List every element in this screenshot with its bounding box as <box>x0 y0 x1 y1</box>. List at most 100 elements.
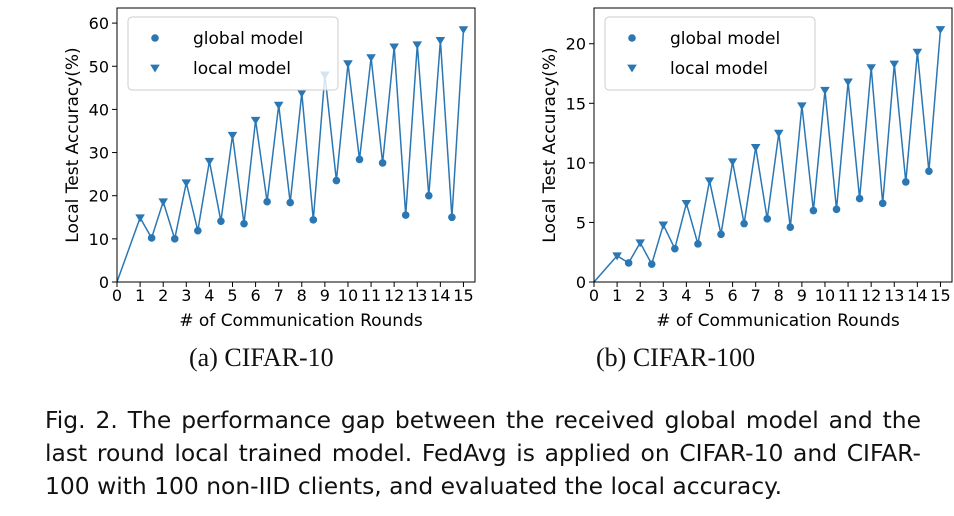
connector-line <box>593 29 942 283</box>
local-model-point <box>704 177 715 186</box>
global-model-point <box>925 167 933 176</box>
local-model-point <box>912 48 923 57</box>
x-tick-label: 3 <box>181 286 191 305</box>
connector-line <box>116 29 465 283</box>
global-model-point <box>240 219 248 228</box>
x-axis-label: # of Communication Rounds <box>179 311 423 331</box>
global-model-point <box>832 205 841 214</box>
x-tick-label: 3 <box>658 286 668 305</box>
local-model-point <box>658 221 669 230</box>
global-model-point <box>309 216 318 224</box>
local-model-point <box>435 37 446 45</box>
x-tick-label: 8 <box>774 286 784 305</box>
y-tick-label: 40 <box>89 100 109 119</box>
legend-box <box>604 16 816 91</box>
global-model-point <box>286 198 295 207</box>
y-tick-label: 15 <box>566 94 586 113</box>
local-model-point <box>158 198 168 207</box>
x-tick-label: 6 <box>250 286 260 305</box>
x-tick-label: 1 <box>612 286 622 305</box>
x-tick-label: 6 <box>727 286 737 305</box>
x-tick-label: 4 <box>204 286 214 305</box>
global-model-point <box>332 176 341 185</box>
global-model-point <box>763 215 772 223</box>
global-model-point <box>401 211 410 219</box>
x-tick-label: 8 <box>297 286 307 305</box>
x-tick-label: 9 <box>797 286 807 305</box>
local-model-point <box>389 43 399 52</box>
x-tick-label: 11 <box>361 286 381 305</box>
global-model-point <box>694 240 702 248</box>
y-tick-label: 50 <box>89 57 109 76</box>
global-model-point <box>878 199 887 208</box>
local-model-point <box>227 131 238 140</box>
y-tick-label: 20 <box>566 35 586 54</box>
y-tick-label: 0 <box>576 273 586 292</box>
x-tick-label: 14 <box>907 286 927 305</box>
local-model-point <box>843 78 853 87</box>
global-model-point <box>786 223 795 231</box>
local-model-point <box>889 60 900 69</box>
y-axis-label: Local Test Accuracy(%) <box>63 47 83 242</box>
local-model-point <box>366 54 376 63</box>
x-tick-label: 14 <box>430 286 450 305</box>
global-model-point <box>855 194 864 203</box>
legend-marker-triangle <box>627 64 637 73</box>
legend-marker-circle <box>151 34 159 42</box>
global-model-point <box>740 219 748 228</box>
x-tick-label: 5 <box>704 286 714 305</box>
x-tick-label: 12 <box>861 286 881 305</box>
local-model-point <box>343 60 353 69</box>
local-model-point <box>750 144 761 152</box>
x-tick-label: 11 <box>838 286 858 305</box>
global-model-point <box>170 235 179 243</box>
y-tick-label: 60 <box>89 14 109 33</box>
global-model-point <box>624 259 633 267</box>
legend-label: global model <box>670 29 780 49</box>
x-tick-label: 1 <box>135 286 145 305</box>
local-model-point <box>820 86 830 95</box>
plot-frame <box>593 7 953 283</box>
legend-label: local model <box>193 59 291 79</box>
local-model-point <box>612 252 622 261</box>
local-model-point <box>866 64 876 73</box>
global-model-point <box>147 234 156 242</box>
legend: global model local model <box>127 16 339 91</box>
global-model-point <box>217 217 225 225</box>
global-model-point <box>448 213 456 222</box>
local-model-point <box>135 214 145 223</box>
x-tick-label: 15 <box>930 286 950 305</box>
subcaption-cifar10: (a) CIFAR-10 <box>189 343 334 372</box>
x-tick-label: 0 <box>589 286 599 305</box>
local-model-point <box>773 129 784 138</box>
global-model-point <box>809 206 818 215</box>
global-model-point <box>717 230 725 239</box>
x-tick-label: 4 <box>681 286 691 305</box>
local-model-point <box>204 157 215 166</box>
x-tick-label: 0 <box>112 286 122 305</box>
figure-caption: Fig. 2. The performance gap between the … <box>45 406 921 500</box>
x-tick-label: 15 <box>453 286 473 305</box>
x-tick-label: 7 <box>751 286 761 305</box>
x-tick-label: 2 <box>158 286 168 305</box>
global-model-point <box>902 178 910 186</box>
global-model-point <box>263 197 271 206</box>
plot-frame <box>116 7 476 283</box>
local-model-point <box>296 89 307 98</box>
x-tick-label: 13 <box>884 286 904 305</box>
local-model-point <box>458 26 469 35</box>
legend-box <box>127 16 339 91</box>
legend: global model local model <box>604 16 816 91</box>
legend-marker-circle <box>628 34 636 42</box>
x-tick-label: 5 <box>227 286 237 305</box>
global-model-point <box>378 159 387 167</box>
global-model-point <box>194 226 202 235</box>
local-model-point <box>797 102 807 111</box>
global-model-point <box>671 244 679 253</box>
local-model-point <box>635 239 645 248</box>
global-model-point <box>425 191 433 200</box>
y-tick-label: 10 <box>89 230 109 249</box>
local-model-point <box>181 179 192 188</box>
